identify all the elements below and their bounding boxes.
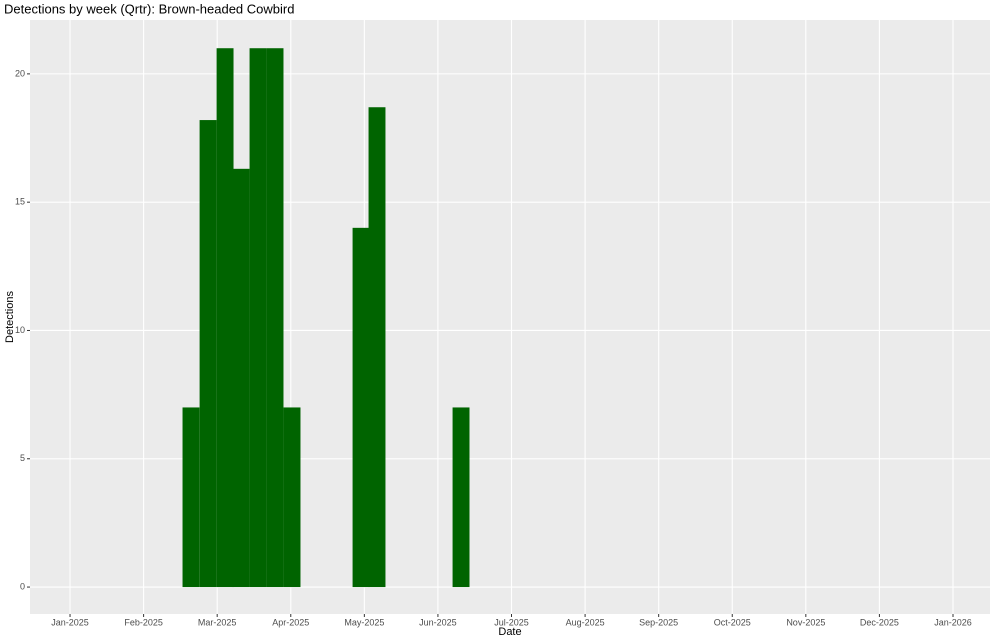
x-tick-label: Aug-2025 <box>566 617 605 627</box>
bar <box>452 407 470 588</box>
plot-panel <box>30 20 990 614</box>
x-tick-label: May-2025 <box>344 617 384 627</box>
y-tick-label: 10 <box>15 325 25 335</box>
bar <box>182 407 200 588</box>
x-tick-label: Jul-2025 <box>494 617 529 627</box>
x-tick-label: Sep-2025 <box>639 617 678 627</box>
chart-title: Detections by week (Qrtr): Brown-headed … <box>4 1 294 16</box>
y-tick-label: 15 <box>15 197 25 207</box>
x-axis-label: Date <box>498 626 521 638</box>
bar <box>283 407 301 588</box>
y-tick-label: 0 <box>20 581 25 591</box>
bar <box>266 48 284 588</box>
bar <box>368 107 386 588</box>
bar <box>232 168 250 588</box>
x-tick-label: Jan-2025 <box>51 617 89 627</box>
y-axis-label: Detections <box>4 291 16 343</box>
y-tick-label: 5 <box>20 453 25 463</box>
x-tick-label: Oct-2025 <box>714 617 751 627</box>
bar <box>199 120 217 588</box>
x-tick-label: Jun-2025 <box>419 617 457 627</box>
x-tick-label: Mar-2025 <box>198 617 237 627</box>
bar <box>249 48 267 588</box>
x-tick-label: Feb-2025 <box>124 617 163 627</box>
bar <box>352 227 370 588</box>
x-tick-label: Dec-2025 <box>860 617 899 627</box>
y-tick-label: 20 <box>15 68 25 78</box>
x-tick-label: Apr-2025 <box>272 617 309 627</box>
x-tick-label: Nov-2025 <box>786 617 825 627</box>
x-tick-label: Jan-2026 <box>934 617 972 627</box>
bar <box>216 48 234 588</box>
